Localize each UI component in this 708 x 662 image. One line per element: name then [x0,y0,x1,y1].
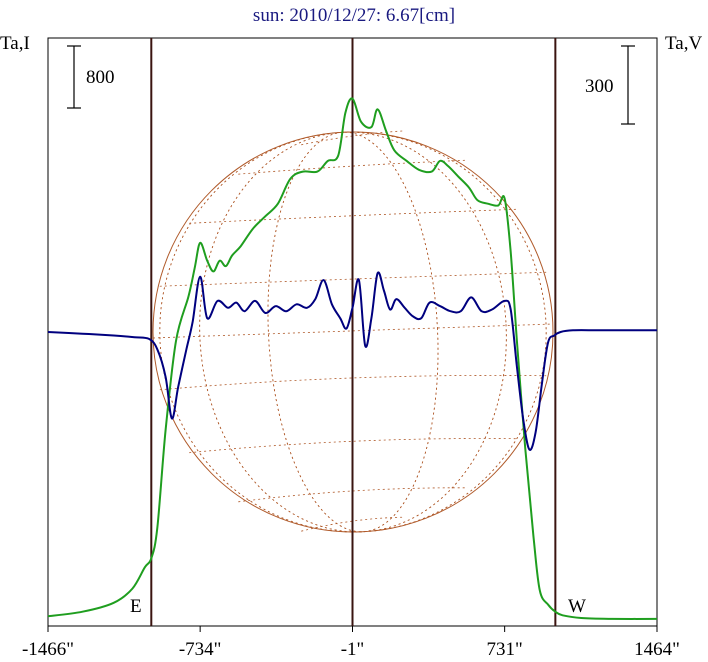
polarization-scale-bar: 300 [585,45,635,125]
right-axis-label: Ta,V [665,33,702,54]
intensity-scale-bar: 800 [67,45,115,109]
x-tick-label: -734" [179,639,222,660]
intensity-scale-label: 800 [86,67,115,88]
east-limb-label: E [130,596,142,617]
x-tick-label: 1464" [634,639,680,660]
disk-parallel [301,130,405,146]
series-layer [47,97,658,620]
polarization-scale-label: 300 [585,76,614,97]
x-tick-label: -1466" [22,639,74,660]
limb-markers [150,38,557,626]
disk-parallel [159,271,547,287]
chart-title: sun: 2010/12/27: 6.67[cm] [253,5,455,26]
disk-parallel [159,375,547,391]
x-tick-label: -1" [341,639,365,660]
intensity-series-line [47,97,658,620]
x-tick-label: 731" [487,639,523,660]
disk-meridian [267,131,439,533]
west-limb-label: W [568,596,586,617]
x-axis-ticks: -1466" -734" -1" 731" 1464" [22,626,680,660]
polarization-series-line [47,271,657,451]
left-axis-label: Ta,I [0,33,30,54]
disk-parallel [301,516,405,532]
